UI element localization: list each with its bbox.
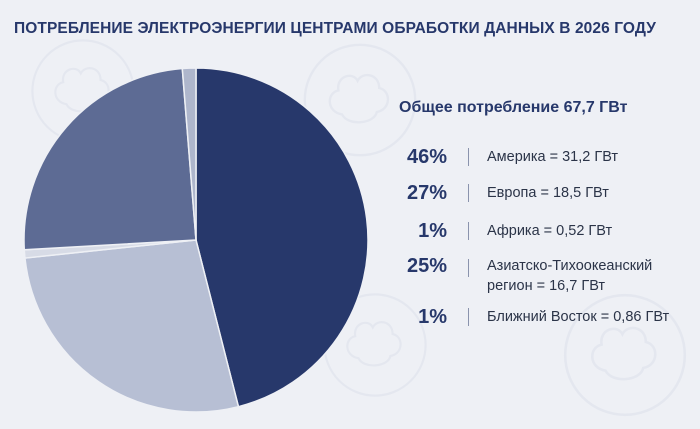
brain-icon [303, 43, 417, 157]
legend-item: 1% Африка = 0,52 ГВт [0, 220, 700, 242]
pie-slice [195, 67, 369, 408]
legend-label: Европа = 18,5 ГВт [487, 185, 609, 201]
legend-item: 1% Ближний Восток = 0,86 ГВт [0, 306, 700, 328]
pie-slice [23, 67, 197, 251]
legend-percent: 25% [406, 255, 447, 277]
legend-separator [468, 148, 469, 166]
pie-chart [23, 67, 369, 413]
legend-label: Азиатско-Тихоокеанский регион = 16,7 ГВт [487, 258, 653, 294]
legend-label: Африка = 0,52 ГВт [487, 223, 613, 239]
pie-slice [181, 67, 197, 241]
legend-separator [468, 259, 469, 277]
legend-separator [468, 308, 469, 326]
brain-icon [563, 293, 687, 417]
pie-slice [24, 239, 240, 413]
legend-separator [468, 222, 469, 240]
legend-label: Ближний Восток = 0,86 ГВт [487, 309, 670, 325]
legend-percent: 1% [418, 220, 447, 242]
legend-item: 27% Европа = 18,5 ГВт [0, 182, 700, 204]
total-consumption: Общее потребление 67,7 ГВт [399, 99, 628, 116]
chart-title: ПОТРЕБЛЕНИЕ ЭЛЕКТРОЭНЕРГИИ ЦЕНТРАМИ ОБРА… [14, 20, 656, 37]
legend-percent: 27% [406, 182, 447, 204]
legend-item: 46% Америка = 31,2 ГВт [0, 146, 700, 168]
legend-percent: 1% [418, 306, 447, 328]
legend-item: 25% Азиатско-Тихоокеанский регион = 16,7… [0, 255, 700, 299]
legend-separator [468, 184, 469, 202]
legend-percent: 46% [406, 146, 447, 168]
legend-label: Америка = 31,2 ГВт [487, 149, 619, 165]
